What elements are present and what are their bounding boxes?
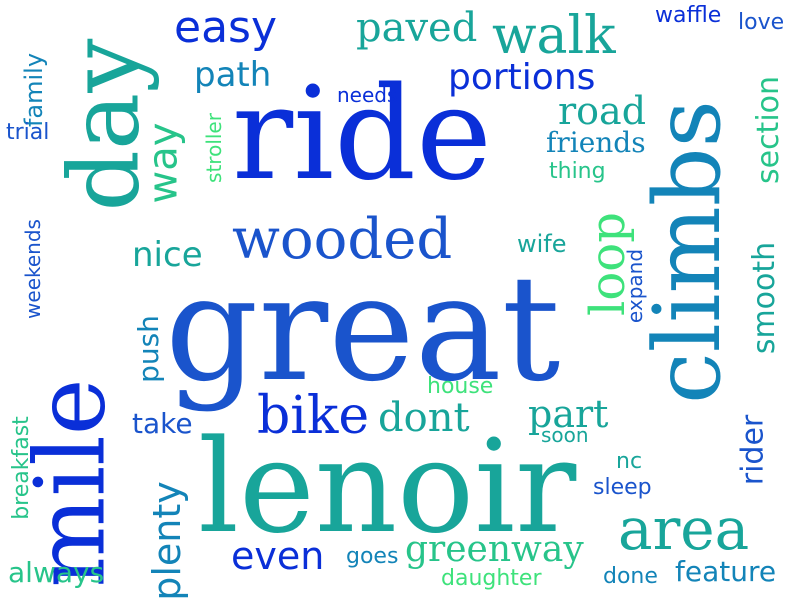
- word-nc: nc: [616, 449, 643, 474]
- word-push: push: [131, 315, 165, 383]
- word-stroller: stroller: [201, 113, 226, 183]
- word-way: way: [140, 122, 187, 204]
- word-dont: dont: [378, 395, 470, 441]
- word-path: path: [194, 55, 272, 95]
- word-waffle: waffle: [655, 3, 722, 28]
- word-great: great: [165, 244, 561, 414]
- word-section: section: [751, 75, 787, 185]
- word-daughter: daughter: [441, 566, 542, 591]
- word-lenoir: lenoir: [198, 413, 577, 562]
- word-area: area: [618, 495, 750, 563]
- word-portions: portions: [448, 57, 596, 98]
- word-friends: friends: [546, 126, 646, 159]
- word-nice: nice: [132, 235, 203, 275]
- word-rider: rider: [735, 414, 771, 486]
- word-expand: expand: [623, 248, 648, 324]
- word-house: house: [427, 374, 494, 399]
- word-part: part: [528, 392, 609, 436]
- word-wooded: wooded: [232, 207, 453, 272]
- word-thing: thing: [549, 159, 606, 184]
- word-love: love: [738, 10, 785, 35]
- word-take: take: [132, 407, 193, 440]
- word-goes: goes: [346, 544, 399, 569]
- word-ride: ride: [232, 60, 492, 209]
- word-greenway: greenway: [405, 529, 584, 570]
- word-wife: wife: [517, 230, 567, 258]
- word-sleep: sleep: [593, 475, 652, 500]
- word-soon: soon: [541, 423, 589, 447]
- word-bike: bike: [257, 386, 370, 446]
- word-done: done: [603, 564, 658, 589]
- word-plenty: plenty: [144, 481, 189, 600]
- word-breakfast: breakfast: [8, 416, 34, 520]
- word-trial: trial: [6, 120, 50, 145]
- word-easy: easy: [174, 2, 277, 53]
- word-always: always: [8, 556, 105, 589]
- word-family: family: [20, 52, 49, 128]
- word-walk: walk: [492, 6, 616, 66]
- word-smooth: smooth: [747, 241, 783, 355]
- word-paved: paved: [356, 5, 478, 51]
- word-road: road: [558, 89, 647, 133]
- word-day: day: [48, 38, 161, 212]
- word-feature: feature: [675, 555, 777, 588]
- word-needs: needs: [337, 83, 398, 107]
- word-weekends: weekends: [20, 219, 45, 319]
- word-climbs: climbs: [633, 100, 741, 404]
- word-even: even: [231, 534, 325, 578]
